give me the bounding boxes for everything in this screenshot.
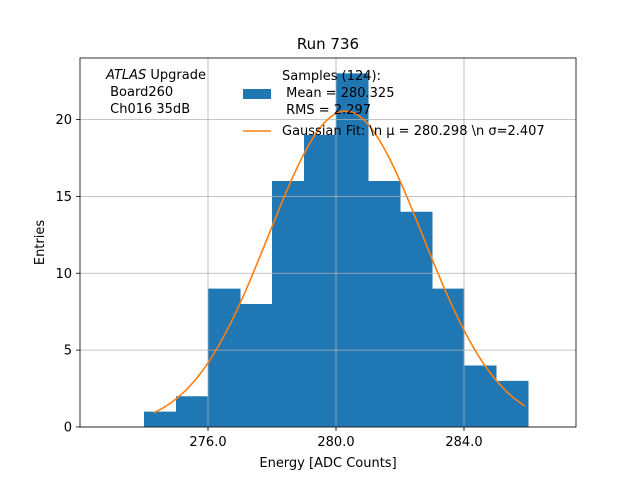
x-tick-label-0: 276.0 — [189, 435, 226, 450]
legend: Samples (124): Mean = 280.325 RMS = 2.29… — [243, 69, 545, 139]
legend-rms-label: RMS = 2.297 — [282, 103, 371, 118]
histogram-bar-11 — [496, 380, 529, 427]
y-axis-ticks: 0 5 10 15 20 — [55, 113, 80, 436]
histogram-bar-10 — [464, 365, 497, 427]
atlas-annotation-line1: ATLAS Upgrade — [105, 68, 206, 83]
histogram-bar-6 — [336, 73, 369, 427]
x-axis-title: Energy [ADC Counts] — [259, 456, 396, 471]
histogram-bar-0 — [144, 411, 177, 427]
x-tick-label-1: 280.0 — [317, 435, 354, 450]
y-tick-label-0: 0 — [64, 421, 72, 436]
histogram-bar-8 — [400, 211, 433, 427]
gaussian-fit-curve — [153, 110, 526, 414]
y-tick-label-2: 10 — [55, 267, 72, 282]
x-axis-ticks: 276.0 280.0 284.0 — [189, 427, 483, 450]
histogram-bar-2 — [208, 288, 241, 427]
legend-hist-swatch — [243, 89, 271, 99]
x-tick-label-2: 284.0 — [445, 435, 482, 450]
upgrade-label: Upgrade — [146, 68, 206, 83]
board-label: Board260 — [106, 85, 173, 100]
histogram-bar-3 — [240, 304, 273, 427]
chart-title: Run 736 — [297, 35, 359, 53]
histogram-bar-7 — [368, 181, 401, 427]
plot-frame — [79, 57, 577, 428]
y-tick-label-3: 15 — [55, 190, 72, 205]
histogram-bar-9 — [432, 288, 465, 427]
histogram-bar-1 — [176, 396, 209, 427]
y-tick-label-4: 20 — [55, 113, 72, 128]
legend-samples-label: Samples (124): — [282, 69, 381, 84]
legend-mean-label: Mean = 280.325 — [282, 86, 394, 101]
atlas-label: ATLAS — [105, 68, 146, 83]
histogram-bar-5 — [304, 134, 337, 427]
gaussian-fit — [153, 110, 526, 414]
histogram-bar-4 — [272, 181, 305, 427]
legend-fit-label: Gaussian Fit: \n μ = 280.298 \n σ=2.407 — [282, 124, 545, 139]
histogram-bars — [80, 58, 576, 428]
channel-label: Ch016 35dB — [106, 102, 190, 117]
y-tick-label-1: 5 — [64, 344, 72, 359]
y-axis-title: Entries — [33, 220, 48, 266]
